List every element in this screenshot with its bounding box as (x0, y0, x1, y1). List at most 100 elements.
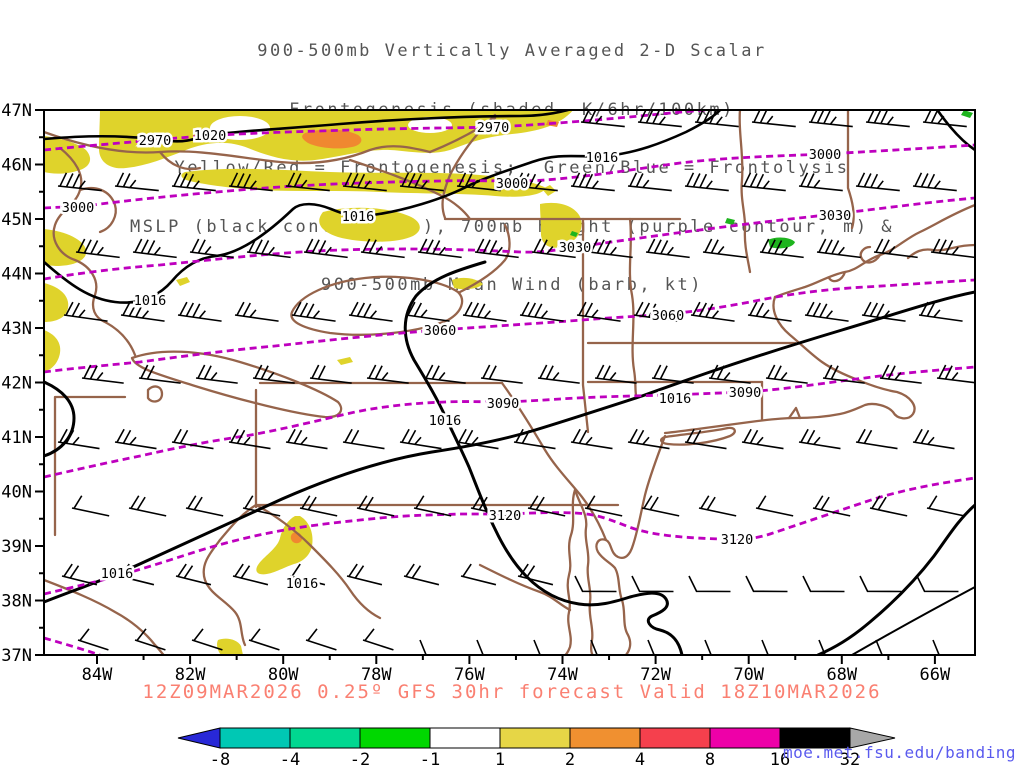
coastline-border (628, 217, 638, 397)
wind-barb (513, 428, 556, 450)
wind-barb (191, 628, 223, 651)
wind-barb (747, 301, 792, 322)
colorbar-segment (569, 727, 641, 749)
colorbar-label: -2 (350, 750, 370, 768)
wind-barb (456, 428, 499, 450)
wind-barb (81, 364, 124, 384)
colorbar: -8 -4 -2 -1 1 2 4 8 16 32 (177, 727, 896, 768)
colorbar-segment (639, 727, 711, 749)
frontogenesis-yellow-region (256, 516, 313, 575)
colorbar-label: 16 (770, 750, 790, 768)
wind-barb (912, 428, 955, 450)
wind-barb (118, 563, 155, 586)
wind-barb (527, 495, 566, 517)
mslp-contour (403, 260, 684, 655)
wind-barb (134, 628, 166, 651)
wind-barb (865, 110, 910, 128)
coastline-border (130, 350, 343, 419)
wind-barb (804, 301, 849, 322)
contour-label: 1020 (194, 128, 227, 144)
wind-barb (580, 110, 625, 128)
frontolysis-green-region (725, 218, 735, 225)
wind-barb (114, 172, 159, 192)
colorbar-segment (499, 727, 571, 749)
contour-label: 3120 (721, 532, 754, 548)
wind-barb (537, 364, 580, 384)
height-contour (44, 365, 975, 479)
wind-barb (533, 639, 571, 655)
colorbar-label: 4 (635, 750, 645, 768)
mslp-contour (44, 110, 573, 143)
colorbar-segment (709, 727, 781, 749)
wind-barb (413, 495, 452, 517)
wind-barb (195, 364, 238, 384)
wind-barb (759, 238, 804, 259)
map-frame-axes: 47N 46N 45N 44N 43N 42N 41N 40N 39N 38N 37N 84W 82W 8… (1, 101, 976, 685)
mslp-contour (816, 503, 975, 655)
wind-barb (916, 575, 959, 593)
wind-barb (627, 172, 672, 192)
frontogenesis-yellow-region (452, 277, 483, 290)
wind-barb (228, 172, 273, 192)
contour-label: 3030 (819, 208, 852, 224)
wind-barb (346, 563, 383, 586)
wind-barb (77, 628, 109, 651)
wind-barb (175, 563, 212, 586)
frontogenesis-yellow-region (337, 357, 353, 365)
lon-label: 78W (361, 665, 392, 685)
wind-barb (633, 301, 678, 322)
coastline-border (663, 295, 916, 435)
wind-barb (570, 428, 613, 450)
wind-barb (930, 238, 975, 259)
wind-barb (531, 238, 576, 259)
title-line-1: 900-500mb Vertically Averaged 2-D Scalar (257, 41, 767, 61)
lat-label: 43N (1, 319, 32, 339)
credit-link[interactable]: moe.met.fsu.edu/banding (782, 743, 1016, 762)
wind-barb (248, 628, 280, 651)
contour-label: 1016 (659, 391, 692, 407)
wind-barb (285, 172, 330, 192)
wind-barb (348, 301, 393, 322)
wind-barb (362, 628, 394, 651)
wind-barb (645, 238, 690, 259)
wind-barb (356, 495, 395, 517)
height-contour (44, 636, 101, 655)
wind-barb (684, 428, 727, 450)
colorbar-segment (219, 727, 291, 749)
lon-label: 82W (175, 665, 206, 685)
colorbar-segment (429, 727, 501, 749)
lon-label: 68W (826, 665, 857, 685)
wind-barb (403, 563, 440, 586)
contour-labels: 2970 1020 2970 3000 3000 1016 1016 1016 3000 3030… (59, 118, 854, 595)
wind-barb (246, 238, 291, 259)
mslp-contour (44, 290, 975, 604)
contour-label: 3090 (729, 385, 762, 401)
wind-barb (303, 238, 348, 259)
wind-barb (570, 172, 615, 192)
wind-barb (922, 110, 967, 128)
wind-barb (132, 238, 177, 259)
wind-barb (879, 364, 922, 384)
coastline-border (500, 381, 608, 542)
coastline-border (563, 488, 577, 655)
colorbar-label: -4 (280, 750, 300, 768)
wind-barb (285, 428, 328, 450)
wind-barb (576, 301, 621, 322)
wind-barb (456, 172, 501, 192)
wind-barb (480, 364, 523, 384)
wind-barb (574, 575, 617, 593)
wind-barbs (57, 110, 975, 655)
lon-label: 72W (640, 665, 671, 685)
wind-barb (798, 172, 843, 192)
wind-barb (519, 301, 564, 322)
lat-label: 45N (1, 210, 32, 230)
wind-barb (641, 495, 680, 517)
frontogenesis-orange-region (302, 129, 362, 149)
coastline-border (478, 563, 572, 612)
coastline-border (441, 113, 497, 220)
wind-barb (822, 364, 865, 384)
contour-label: 2970 (477, 120, 510, 136)
coastline-border (773, 203, 975, 299)
wind-barb (289, 563, 326, 586)
coastline-border (44, 130, 432, 165)
